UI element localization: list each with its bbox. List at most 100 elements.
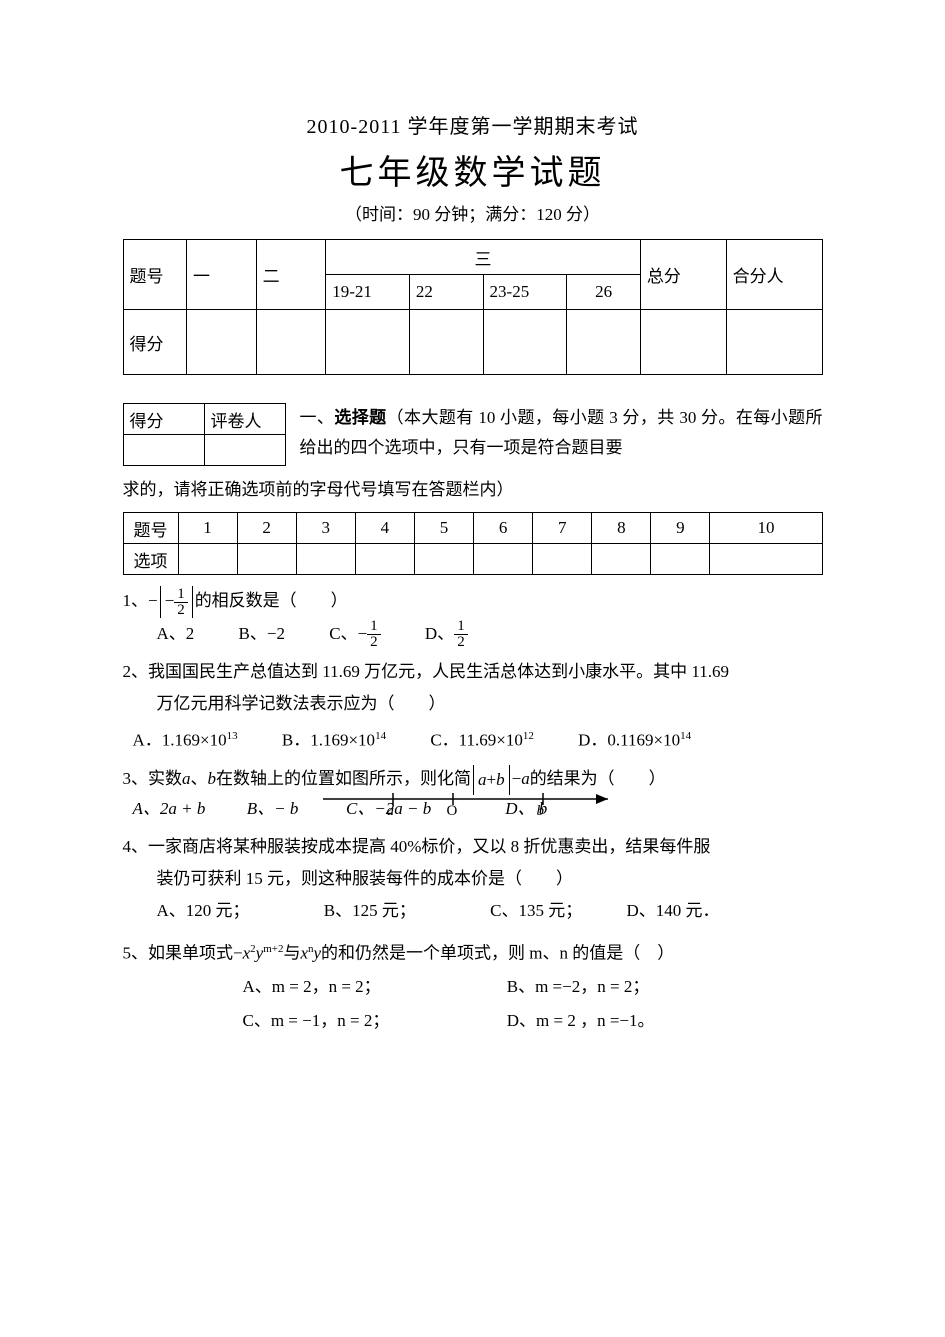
answer-grid-col: 7 xyxy=(533,513,592,544)
q4-options: A、120 元； B、125 元； C、135 元； D、140 元． xyxy=(123,895,823,927)
q2-opt-b: B．1.169×1014 xyxy=(282,720,386,757)
q2-b-exp: 14 xyxy=(375,730,386,742)
score-blank xyxy=(567,310,641,375)
q5-mid: 与 xyxy=(283,944,300,963)
score-sub-26: 26 xyxy=(567,275,641,310)
score-blank xyxy=(256,310,326,375)
q2-opt-d: D．0.1169×1014 xyxy=(578,720,691,757)
answer-grid-col: 9 xyxy=(651,513,710,544)
score-col-total: 总分 xyxy=(640,240,726,310)
q2-d-exp: 14 xyxy=(680,730,691,742)
q2-opt-a: A．1.169×1013 xyxy=(133,720,238,757)
q2-c-exp: 12 xyxy=(523,730,534,742)
q2-b-base: B．1.169×10 xyxy=(282,731,375,750)
score-sub-2325: 23-25 xyxy=(483,275,567,310)
q2-d-base: D．0.1169×10 xyxy=(578,731,680,750)
answer-grid-blank xyxy=(592,544,651,575)
q5-xn: x xyxy=(300,944,308,963)
fraction: 12 xyxy=(367,619,381,650)
frac-den: 2 xyxy=(454,635,468,650)
answer-grid-blank xyxy=(178,544,237,575)
frac-num: 1 xyxy=(174,587,188,603)
question-5: 5、如果单项式−x2ym+2与xny的和仍然是一个单项式，则 m、n 的值是（ … xyxy=(123,933,823,970)
small-score-defen: 得分 xyxy=(123,404,204,435)
fraction: 12 xyxy=(174,587,188,618)
question-2: 2、我国国民生产总值达到 11.69 万亿元，人民生活总体达到小康水平。其中 1… xyxy=(123,656,823,688)
score-blank xyxy=(409,310,483,375)
header-subtitle: 2010-2011 学年度第一学期期末考试 xyxy=(123,110,823,139)
score-blank xyxy=(483,310,567,375)
frac-den: 2 xyxy=(174,603,188,618)
q2-options: A．1.169×1013 B．1.169×1014 C．11.69×1012 D… xyxy=(123,720,823,757)
q3-var-b: b xyxy=(208,769,217,788)
answer-grid-col: 3 xyxy=(296,513,355,544)
page-title: 七年级数学试题 xyxy=(123,145,823,194)
answer-grid-row2-label: 选项 xyxy=(123,544,178,575)
answer-grid-blank xyxy=(237,544,296,575)
answer-grid-col: 5 xyxy=(414,513,473,544)
answer-grid-blank xyxy=(533,544,592,575)
q5-options: A、m = 2，n = 2； B、m =−2，n = 2； C、m = −1，n… xyxy=(123,970,823,1038)
score-header-tihao: 题号 xyxy=(123,240,187,310)
score-summary-table: 题号 一 二 三 总分 合分人 19-21 22 23-25 26 得分 xyxy=(123,239,823,375)
fraction: 12 xyxy=(454,619,468,650)
q1-opt-c-pre: C、 xyxy=(329,624,357,643)
q3-b-text: B、− b xyxy=(247,799,299,818)
q1-opt-d-pre: D、 xyxy=(425,624,454,643)
small-score-blank xyxy=(204,435,285,466)
q5-opt-a: A、m = 2，n = 2； xyxy=(243,970,503,1004)
answer-grid-blank xyxy=(296,544,355,575)
answer-grid-row1-label: 题号 xyxy=(123,513,178,544)
question-4: 4、一家商店将某种服装按成本提高 40%标价，又以 8 折优惠卖出，结果每件服 xyxy=(123,831,823,863)
frac-den: 2 xyxy=(367,635,381,650)
q2-line2: 万亿元用科学记数法表示应为（ ） xyxy=(123,688,823,720)
answer-grid-col: 1 xyxy=(178,513,237,544)
q1-neg: − xyxy=(148,591,158,610)
question-1: 1、−−12的相反数是（ ） xyxy=(123,585,823,618)
q3-var-a: a xyxy=(182,769,191,788)
q3-opt-a: A、2a + b xyxy=(133,793,243,825)
nl-label-o: O xyxy=(447,803,458,820)
small-score-grader: 评卷人 xyxy=(204,404,285,435)
q2-a-exp: 13 xyxy=(227,730,238,742)
q1-opt-c-sign: − xyxy=(358,624,368,643)
q5-opt-b: B、m =−2，n = 2； xyxy=(507,970,767,1004)
score-blank xyxy=(640,310,726,375)
q4-opt-b: B、125 元； xyxy=(324,895,416,927)
section-1-title: 选择题 xyxy=(334,408,386,427)
q1-opt-a: A、2 xyxy=(157,618,195,650)
section-1-prefix: 一、 xyxy=(300,408,335,427)
number-line-diagram: a O b xyxy=(323,785,623,823)
answer-grid-col: 2 xyxy=(237,513,296,544)
frac-num: 1 xyxy=(454,619,468,635)
score-sub-1921: 19-21 xyxy=(326,275,410,310)
q4-opt-a: A、120 元； xyxy=(157,895,250,927)
q2-opt-c: C．11.69×1012 xyxy=(430,720,534,757)
q1-options: A、2 B、−2 C、−12 D、12 xyxy=(123,618,823,651)
answer-grid-blank xyxy=(414,544,473,575)
score-col-2: 二 xyxy=(256,240,326,310)
answer-grid-blank xyxy=(710,544,822,575)
score-blank xyxy=(326,310,410,375)
q5-opt-c: C、m = −1，n = 2； xyxy=(243,1004,503,1038)
q2-c-base: C．11.69×10 xyxy=(430,731,523,750)
q2-a-base: A．1.169×10 xyxy=(133,731,227,750)
answer-grid-blank xyxy=(651,544,710,575)
section-1-tail2: 求的，请将正确选项前的字母代号填写在答题栏内） xyxy=(123,474,823,506)
exam-meta: （时间：90 分钟；满分：120 分） xyxy=(123,200,823,225)
score-col-1: 一 xyxy=(187,240,257,310)
q3-sep: 、 xyxy=(191,769,208,788)
abs-icon: −12 xyxy=(160,586,193,618)
answer-grid-blank xyxy=(355,544,414,575)
frac-num: 1 xyxy=(367,619,381,635)
answer-grid-blank xyxy=(474,544,533,575)
q5-post: 的和仍然是一个单项式，则 m、n 的值是（ ） xyxy=(321,944,674,963)
q1-inner-neg: − xyxy=(165,591,175,610)
score-sub-22: 22 xyxy=(409,275,483,310)
q5-pre: 5、如果单项式− xyxy=(123,944,243,963)
q1-num: 1、 xyxy=(123,591,149,610)
answer-grid-col: 10 xyxy=(710,513,822,544)
nl-label-b: b xyxy=(537,803,545,820)
q5-opt-d: D、m = 2 ，n =−1。 xyxy=(507,1004,767,1038)
score-blank xyxy=(187,310,257,375)
